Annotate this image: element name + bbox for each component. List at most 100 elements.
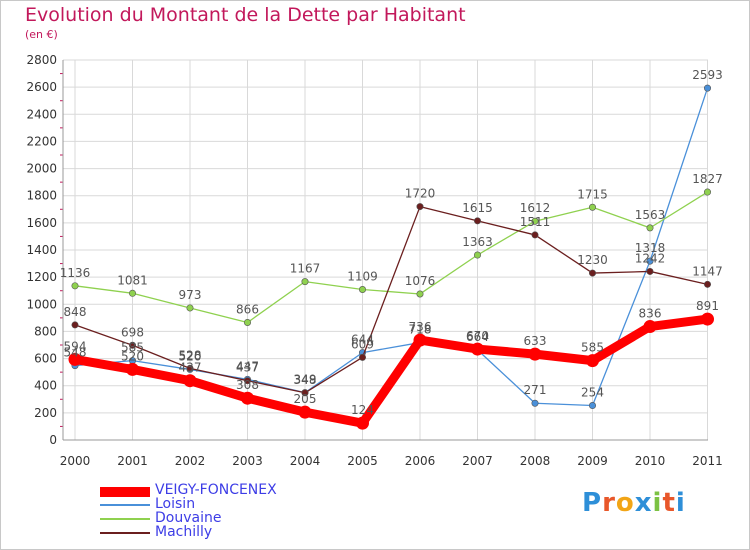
series-line-loisin — [74, 87, 709, 407]
data-point — [528, 347, 542, 361]
x-tick-label: 2002 — [175, 454, 206, 468]
data-label: 520 — [179, 349, 202, 363]
legend-label-douvaine: Douvaine — [155, 510, 222, 526]
data-label: 124 — [351, 403, 374, 417]
data-label: 528 — [179, 348, 202, 362]
y-tick-label: 1000 — [26, 297, 57, 311]
logo-letter: x — [634, 488, 653, 518]
data-label: 644 — [351, 333, 374, 347]
data-point — [358, 353, 366, 361]
y-tick-label: 400 — [34, 379, 57, 393]
y-tick-label: 1800 — [26, 189, 57, 203]
x-tick-label: 2007 — [462, 454, 493, 468]
data-label: 1076 — [405, 274, 436, 288]
data-label: 1147 — [692, 264, 723, 278]
data-point — [129, 289, 137, 297]
data-label: 670 — [466, 329, 489, 343]
y-tick-label: 1200 — [26, 270, 57, 284]
logo-letter: r — [602, 488, 616, 518]
data-label: 866 — [236, 302, 259, 316]
data-label: 718 — [409, 323, 432, 337]
y-tick-label: 600 — [34, 352, 57, 366]
data-point — [703, 188, 711, 196]
data-label: 736 — [409, 320, 432, 334]
data-point — [68, 352, 82, 366]
data-label: 698 — [121, 325, 144, 339]
y-tick-label: 2400 — [26, 107, 57, 121]
data-label: 437 — [236, 361, 259, 375]
data-point — [646, 257, 654, 265]
data-label: 1242 — [635, 251, 666, 265]
data-label: 848 — [64, 305, 87, 319]
data-label: 973 — [179, 288, 202, 302]
y-tick-label: 1400 — [26, 243, 57, 257]
x-tick-label: 2009 — [577, 454, 608, 468]
y-tick-label: 2600 — [26, 80, 57, 94]
legend-label-loisin: Loisin — [155, 496, 196, 512]
data-label: 548 — [64, 346, 87, 360]
data-label: 594 — [64, 339, 87, 353]
data-label: 585 — [121, 341, 144, 355]
x-tick-label: 2006 — [405, 454, 436, 468]
data-point — [588, 269, 596, 277]
series-line-douvaine — [74, 191, 709, 324]
logo-letter: t — [662, 488, 676, 518]
data-point — [588, 402, 596, 410]
data-point — [586, 354, 599, 368]
data-point — [531, 217, 539, 225]
x-tick-label: 2010 — [635, 454, 666, 468]
data-label: 1615 — [462, 201, 493, 215]
data-label: 1715 — [577, 187, 608, 201]
data-label: 1167 — [290, 262, 321, 276]
data-label: 349 — [294, 373, 317, 387]
x-tick-label: 2011 — [692, 454, 723, 468]
data-label: 1363 — [462, 235, 493, 249]
logo-letter: P — [582, 488, 603, 518]
logo-letter: i — [675, 488, 686, 518]
x-tick-label: 2005 — [347, 454, 378, 468]
data-label: 664 — [466, 330, 489, 344]
data-point — [643, 320, 657, 334]
y-tick-label: 0 — [49, 433, 57, 447]
data-point — [129, 341, 137, 349]
data-label: 348 — [294, 373, 317, 387]
data-point — [186, 364, 194, 372]
data-point — [358, 285, 366, 293]
data-label: 609 — [351, 337, 374, 351]
data-point — [703, 84, 711, 92]
data-point — [301, 389, 309, 397]
data-point — [473, 251, 481, 259]
data-point — [356, 416, 369, 430]
y-tick-label: 2000 — [26, 162, 57, 176]
data-point — [126, 362, 139, 376]
data-label: 2593 — [692, 68, 723, 82]
y-tick-label: 2200 — [26, 134, 57, 148]
legend-swatch-machilly — [100, 532, 150, 534]
data-label: 1563 — [635, 208, 666, 222]
data-label: 836 — [639, 307, 662, 321]
x-tick-label: 2008 — [520, 454, 551, 468]
data-point — [588, 203, 596, 211]
x-tick-label: 2004 — [290, 454, 321, 468]
data-label: 1230 — [577, 253, 608, 267]
data-point — [71, 321, 79, 329]
data-point — [531, 231, 539, 239]
data-label: 633 — [524, 334, 547, 348]
data-label: 1081 — [117, 273, 148, 287]
data-point — [413, 333, 427, 347]
data-label: 1318 — [635, 241, 666, 255]
proxiti-logo: Proxiti — [582, 488, 686, 518]
data-label: 254 — [581, 386, 604, 400]
legend-swatch-veigy — [100, 487, 150, 497]
chart-title: Evolution du Montant de la Dette par Hab… — [25, 4, 466, 26]
data-point — [183, 374, 197, 388]
legend-label-machilly: Machilly — [155, 524, 213, 540]
data-point — [298, 405, 312, 419]
data-label: 447 — [236, 359, 259, 373]
x-tick-label: 2000 — [60, 454, 91, 468]
logo-letter: i — [652, 488, 663, 518]
y-tick-label: 200 — [34, 406, 57, 420]
y-tick-label: 800 — [34, 324, 57, 338]
